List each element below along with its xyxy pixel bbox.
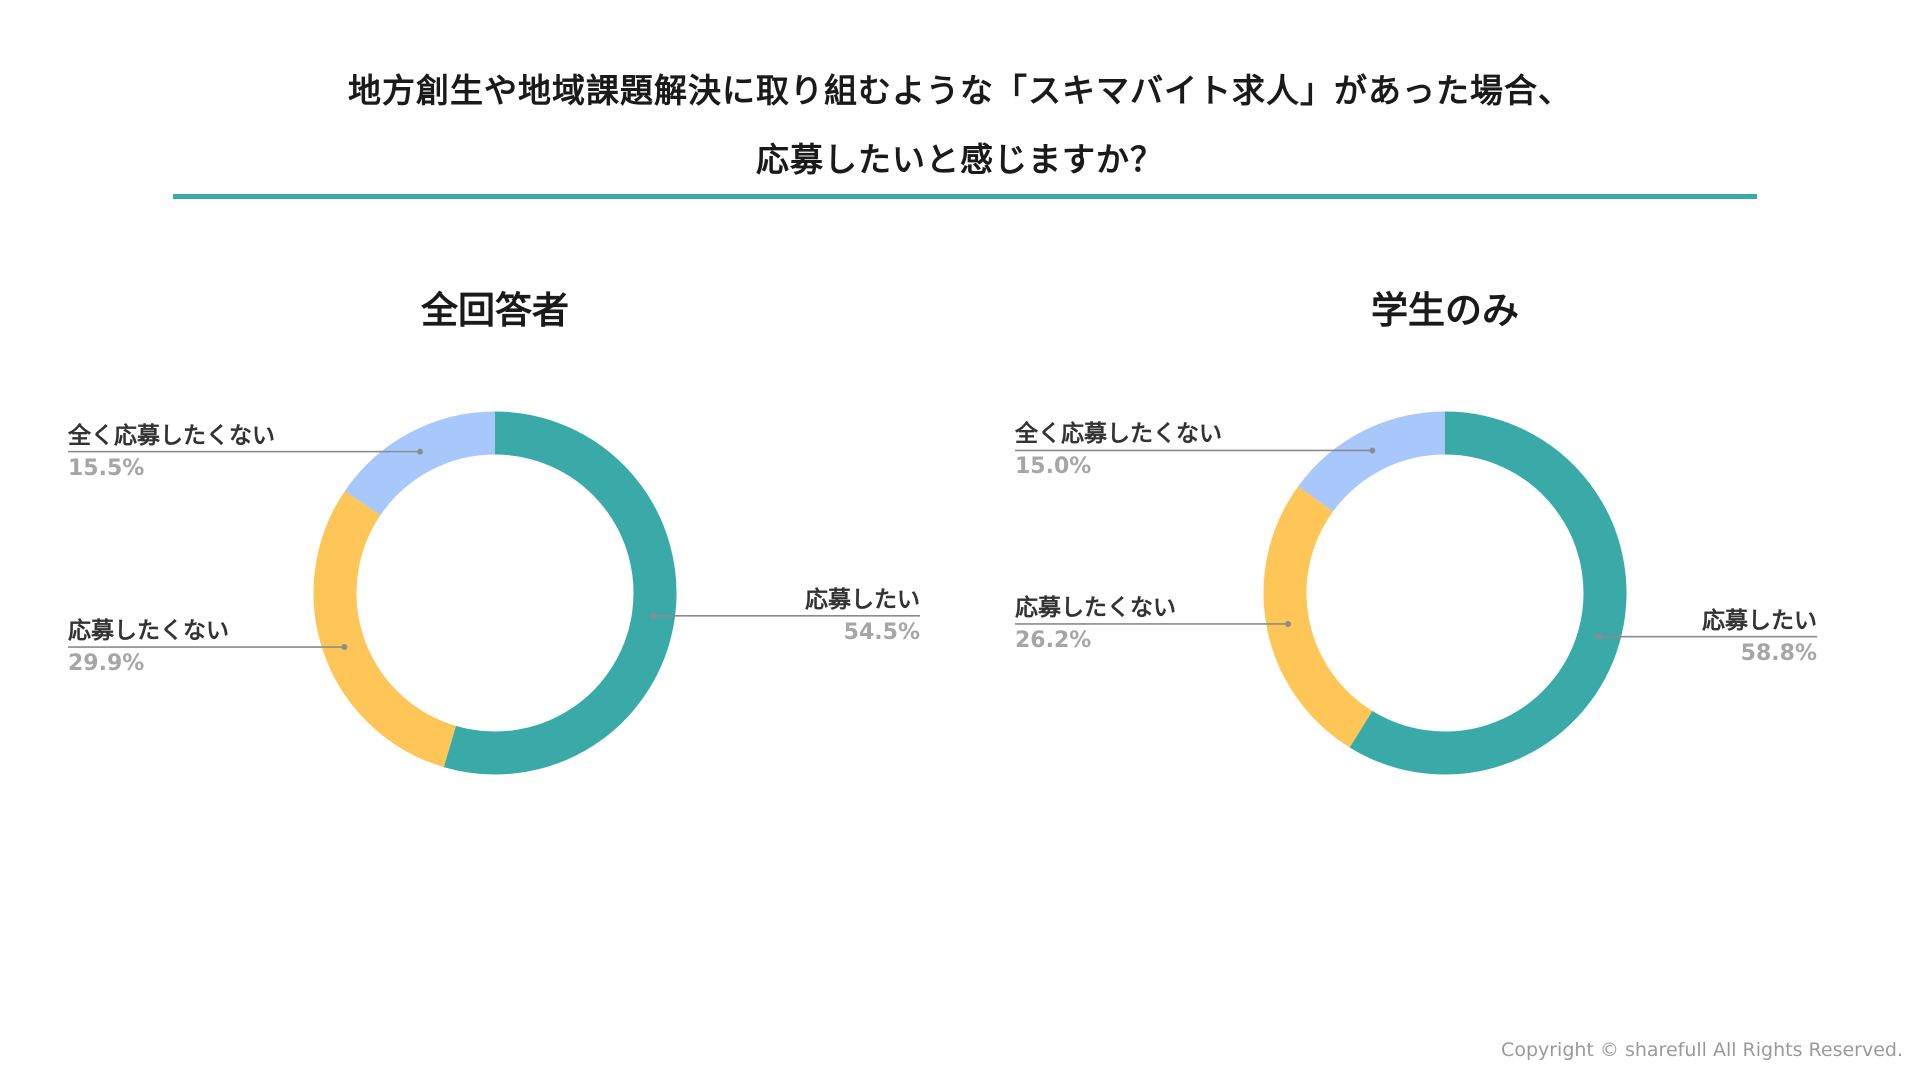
- label-value: 15.0%: [1015, 454, 1092, 480]
- leader-dot: [650, 612, 657, 619]
- label-never-apply: 全く応募したくない 15.0%: [1015, 423, 1222, 478]
- label-value: 26.2%: [1015, 627, 1092, 653]
- slice-not-apply: [1263, 486, 1373, 748]
- donut-chart-svg: [1015, 411, 1817, 775]
- label-not-apply: 応募したくない 29.9%: [68, 620, 229, 675]
- label-not-apply: 応募したくない 26.2%: [1015, 594, 1176, 653]
- donut-chart-svg: [68, 411, 920, 775]
- label-apply: 応募したい 54.5%: [700, 586, 920, 645]
- label-value: 58.8%: [1740, 640, 1817, 666]
- page-title-line-1: 地方創生や地域課題解決に取り組むような「スキマバイト求人」があった場合、: [348, 71, 1572, 110]
- label-value: 54.5%: [843, 619, 920, 645]
- slice-apply: [1349, 411, 1627, 775]
- label-name: 全く応募したくない: [68, 422, 275, 449]
- leader-dot: [1595, 633, 1602, 640]
- slice-apply: [443, 411, 677, 775]
- label-name: 応募したい: [1702, 607, 1817, 634]
- title-underline: [173, 194, 1757, 199]
- label-name: 応募したい: [805, 586, 920, 613]
- label-value: 29.9%: [68, 651, 145, 676]
- slice-not-apply: [313, 491, 457, 768]
- slice-never-apply: [1298, 411, 1446, 513]
- label-never-apply: 全く応募したくない 15.5%: [68, 422, 275, 481]
- leader-dot: [417, 448, 424, 455]
- chart-all-respondents: 全回答者 全く応募したくない 15.5% 応募したくない 29.9% 応募したい…: [0, 265, 960, 865]
- chart-title: 学生のみ: [1371, 289, 1519, 332]
- leader-dot: [1285, 620, 1292, 627]
- page-title-line-2: 応募したいと感じますか？: [756, 140, 1164, 179]
- label-apply: 応募したい 58.8%: [1595, 607, 1817, 666]
- label-name: 応募したくない: [1015, 594, 1176, 621]
- copyright-footer: Copyright © sharefull All Rights Reserve…: [1501, 1039, 1903, 1061]
- chart-students-only: 学生のみ 全く応募したくない 15.0% 応募したくない 26.2% 応募したい…: [945, 265, 1905, 865]
- label-name: 応募したくない: [68, 618, 229, 644]
- label-name: 全く応募したくない: [1015, 421, 1222, 448]
- chart-title: 全回答者: [421, 289, 569, 332]
- leader-dot: [1369, 447, 1376, 454]
- label-value: 15.5%: [68, 455, 145, 481]
- slice-never-apply: [344, 411, 496, 516]
- leader-dot: [341, 644, 348, 651]
